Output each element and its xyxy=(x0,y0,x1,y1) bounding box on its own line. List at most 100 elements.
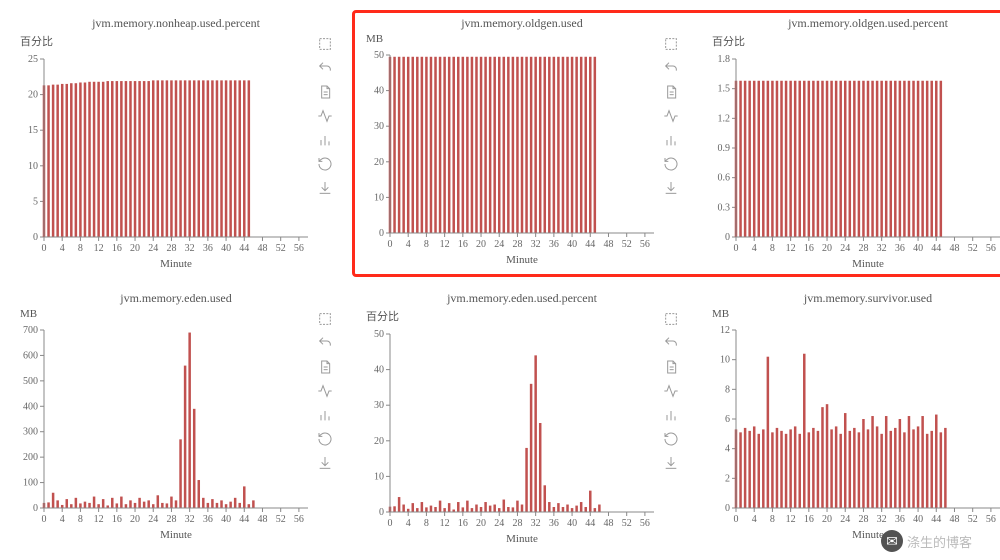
svg-text:40: 40 xyxy=(374,365,384,376)
chart-title: jvm.memory.oldgen.used.percent xyxy=(706,16,1000,31)
bar-chart-icon[interactable] xyxy=(662,131,680,149)
box-select-icon[interactable] xyxy=(316,310,334,328)
svg-text:52: 52 xyxy=(622,239,632,250)
svg-text:44: 44 xyxy=(931,243,941,254)
svg-text:36: 36 xyxy=(203,243,213,254)
svg-text:20: 20 xyxy=(476,239,486,250)
pulse-icon[interactable] xyxy=(662,382,680,400)
svg-text:12: 12 xyxy=(720,325,730,336)
chart-svg: 00.30.60.91.21.51.8048121620242832364044… xyxy=(706,51,1000,271)
svg-text:24: 24 xyxy=(148,243,158,254)
svg-text:40: 40 xyxy=(221,243,231,254)
refresh-icon[interactable] xyxy=(662,155,680,173)
svg-text:Minute: Minute xyxy=(160,529,192,541)
chart-title: jvm.memory.eden.used.percent xyxy=(360,291,684,306)
refresh-icon[interactable] xyxy=(662,430,680,448)
chart-toolbar xyxy=(316,35,338,197)
svg-text:28: 28 xyxy=(166,243,176,254)
document-icon[interactable] xyxy=(662,358,680,376)
svg-text:30: 30 xyxy=(374,121,384,132)
svg-text:36: 36 xyxy=(895,243,905,254)
y-axis-label: MB xyxy=(20,308,312,320)
svg-text:600: 600 xyxy=(23,350,38,361)
svg-text:52: 52 xyxy=(968,514,978,525)
svg-text:12: 12 xyxy=(440,239,450,250)
svg-text:44: 44 xyxy=(585,239,595,250)
undo-icon[interactable] xyxy=(662,334,680,352)
svg-text:56: 56 xyxy=(986,514,996,525)
svg-text:44: 44 xyxy=(585,518,595,529)
svg-text:32: 32 xyxy=(531,239,541,250)
svg-text:0: 0 xyxy=(725,232,730,243)
bar-chart-icon[interactable] xyxy=(316,131,334,149)
svg-text:8: 8 xyxy=(424,518,429,529)
document-icon[interactable] xyxy=(316,83,334,101)
bar-chart-icon[interactable] xyxy=(662,406,680,424)
refresh-icon[interactable] xyxy=(316,430,334,448)
svg-text:56: 56 xyxy=(294,243,304,254)
svg-text:Minute: Minute xyxy=(506,533,538,545)
svg-text:56: 56 xyxy=(640,518,650,529)
pulse-icon[interactable] xyxy=(662,107,680,125)
svg-text:0.3: 0.3 xyxy=(718,202,731,213)
svg-text:36: 36 xyxy=(895,514,905,525)
chart-svg: 01020304050048121620242832364044485256Mi… xyxy=(360,47,658,267)
svg-text:24: 24 xyxy=(494,239,504,250)
document-icon[interactable] xyxy=(316,358,334,376)
svg-text:0: 0 xyxy=(388,239,393,250)
svg-text:4: 4 xyxy=(406,518,411,529)
box-select-icon[interactable] xyxy=(662,310,680,328)
undo-icon[interactable] xyxy=(662,59,680,77)
chart-panel-survivor: jvm.memory.survivor.used MB 024681012048… xyxy=(702,287,1000,548)
svg-text:8: 8 xyxy=(78,243,83,254)
chart-svg: 024681012048121620242832364044485256Minu… xyxy=(706,322,1000,542)
chart-svg: 0100200300400500600700048121620242832364… xyxy=(14,322,312,542)
svg-text:0: 0 xyxy=(33,232,38,243)
svg-text:40: 40 xyxy=(374,86,384,97)
pulse-icon[interactable] xyxy=(316,107,334,125)
svg-text:8: 8 xyxy=(770,243,775,254)
svg-text:28: 28 xyxy=(512,518,522,529)
svg-text:28: 28 xyxy=(858,243,868,254)
svg-text:8: 8 xyxy=(725,384,730,395)
svg-text:Minute: Minute xyxy=(852,529,884,541)
svg-text:0: 0 xyxy=(379,228,384,239)
svg-text:32: 32 xyxy=(185,243,195,254)
svg-text:36: 36 xyxy=(203,514,213,525)
refresh-icon[interactable] xyxy=(316,155,334,173)
svg-text:12: 12 xyxy=(440,518,450,529)
document-icon[interactable] xyxy=(662,83,680,101)
pulse-icon[interactable] xyxy=(316,382,334,400)
bar-chart-icon[interactable] xyxy=(316,406,334,424)
svg-text:52: 52 xyxy=(968,243,978,254)
svg-text:32: 32 xyxy=(877,243,887,254)
svg-text:0: 0 xyxy=(33,503,38,514)
undo-icon[interactable] xyxy=(316,334,334,352)
box-select-icon[interactable] xyxy=(316,35,334,53)
box-select-icon[interactable] xyxy=(662,35,680,53)
chart-title: jvm.memory.survivor.used xyxy=(706,291,1000,306)
svg-text:52: 52 xyxy=(276,514,286,525)
svg-text:16: 16 xyxy=(804,514,814,525)
chart-grid: jvm.memory.nonheap.used.percent 百分比 0510… xyxy=(10,12,990,548)
svg-text:4: 4 xyxy=(406,239,411,250)
svg-text:24: 24 xyxy=(840,243,850,254)
download-icon[interactable] xyxy=(662,179,680,197)
svg-text:1.5: 1.5 xyxy=(718,84,731,95)
svg-text:20: 20 xyxy=(130,243,140,254)
svg-text:40: 40 xyxy=(913,243,923,254)
svg-text:40: 40 xyxy=(567,239,577,250)
svg-text:20: 20 xyxy=(374,157,384,168)
svg-text:100: 100 xyxy=(23,478,38,489)
svg-text:10: 10 xyxy=(28,161,38,172)
svg-text:44: 44 xyxy=(931,514,941,525)
svg-text:50: 50 xyxy=(374,50,384,61)
undo-icon[interactable] xyxy=(316,59,334,77)
download-icon[interactable] xyxy=(316,179,334,197)
download-icon[interactable] xyxy=(662,454,680,472)
svg-text:48: 48 xyxy=(603,518,613,529)
svg-text:20: 20 xyxy=(28,90,38,101)
download-icon[interactable] xyxy=(316,454,334,472)
svg-text:0: 0 xyxy=(42,514,47,525)
svg-text:48: 48 xyxy=(257,243,267,254)
